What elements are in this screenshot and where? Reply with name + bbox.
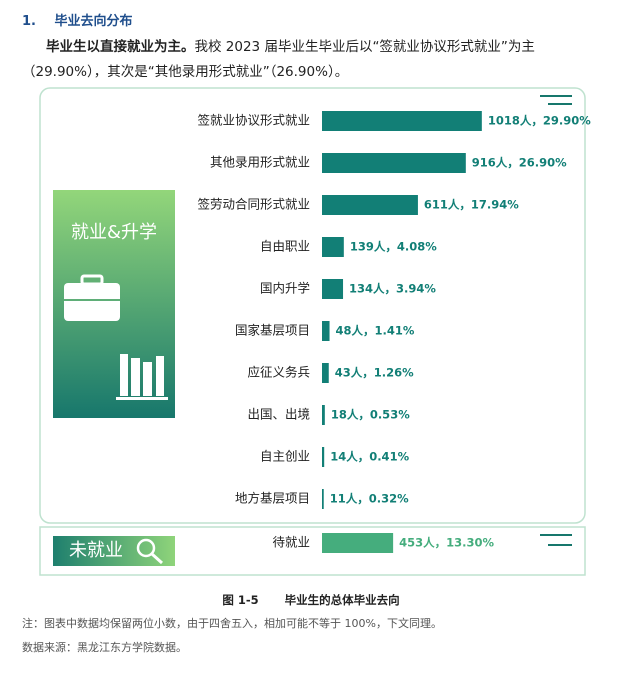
category-label: 签劳动合同形式就业	[197, 197, 310, 212]
paragraph-bold: 毕业生以直接就业为主。	[46, 39, 195, 55]
paragraph-line: 毕业生以直接就业为主。我校 2023 届毕业生毕业后以“签就业协议形式就业”为主	[46, 35, 535, 55]
value-label: 14人，0.41%	[330, 450, 409, 464]
category-label: 其他录用形式就业	[210, 155, 310, 170]
value-label: 18人，0.53%	[331, 408, 410, 422]
category-label: 签就业协议形式就业	[197, 113, 310, 128]
category-label: 应征义务兵	[247, 365, 310, 380]
category-label: 自主创业	[260, 449, 310, 464]
value-label: 11人，0.32%	[330, 492, 409, 506]
category-label: 国家基层项目	[235, 323, 310, 338]
search-icon	[136, 538, 156, 558]
bar	[322, 447, 325, 467]
bar	[322, 195, 418, 215]
section-title: 毕业去向分布	[54, 14, 133, 29]
category-label: 地方基层项目	[235, 491, 310, 506]
caption: 图 1-5 毕业生的总体毕业去向	[0, 592, 622, 608]
category-label: 自由职业	[260, 239, 310, 254]
value-label: 453人，13.30%	[399, 536, 494, 550]
chart-frame	[39, 526, 586, 576]
books-icon	[116, 354, 168, 400]
paragraph-text: （29.90%），其次是“其他录用形式就业”（26.90%）。	[22, 64, 349, 80]
panel-label: 未就业	[69, 540, 123, 561]
bar	[322, 237, 344, 257]
bar	[322, 363, 329, 383]
section-number: 1.	[22, 14, 36, 29]
value-label: 1018人，29.90%	[488, 114, 591, 128]
chart-frame	[39, 87, 586, 524]
panel-label: 就业&升学	[71, 222, 157, 243]
bar	[322, 489, 324, 509]
bar	[322, 111, 482, 131]
bar	[322, 279, 344, 299]
category-label: 待就业	[272, 535, 310, 550]
bar	[322, 321, 330, 341]
category-label: 国内升学	[260, 281, 310, 296]
value-label: 611人，17.94%	[424, 198, 519, 212]
bar	[322, 153, 466, 173]
note: 数据来源：黑龙江东方学院数据。	[22, 641, 187, 654]
value-label: 134人，3.94%	[349, 282, 436, 296]
caption-title: 毕业生的总体毕业去向	[284, 593, 400, 607]
caption-label: 图 1-5	[222, 593, 259, 607]
briefcase-icon	[64, 283, 120, 321]
paragraph-text: 我校 2023 届毕业生毕业后以“签就业协议形式就业”为主	[194, 39, 535, 55]
bar	[322, 533, 394, 553]
value-label: 139人，4.08%	[350, 240, 437, 254]
search-icon	[150, 552, 164, 565]
value-label: 916人，26.90%	[472, 156, 567, 170]
value-label: 48人，1.41%	[336, 324, 415, 338]
briefcase-icon	[80, 274, 104, 286]
note: 注：图表中数据均保留两位小数，由于四舍五入，相加可能不等于 100%，下文同理。	[22, 617, 442, 630]
value-label: 43人，1.26%	[335, 366, 414, 380]
section-heading: 1. 毕业去向分布	[22, 10, 133, 29]
bar	[322, 405, 325, 425]
category-label: 出国、出境	[247, 407, 310, 422]
